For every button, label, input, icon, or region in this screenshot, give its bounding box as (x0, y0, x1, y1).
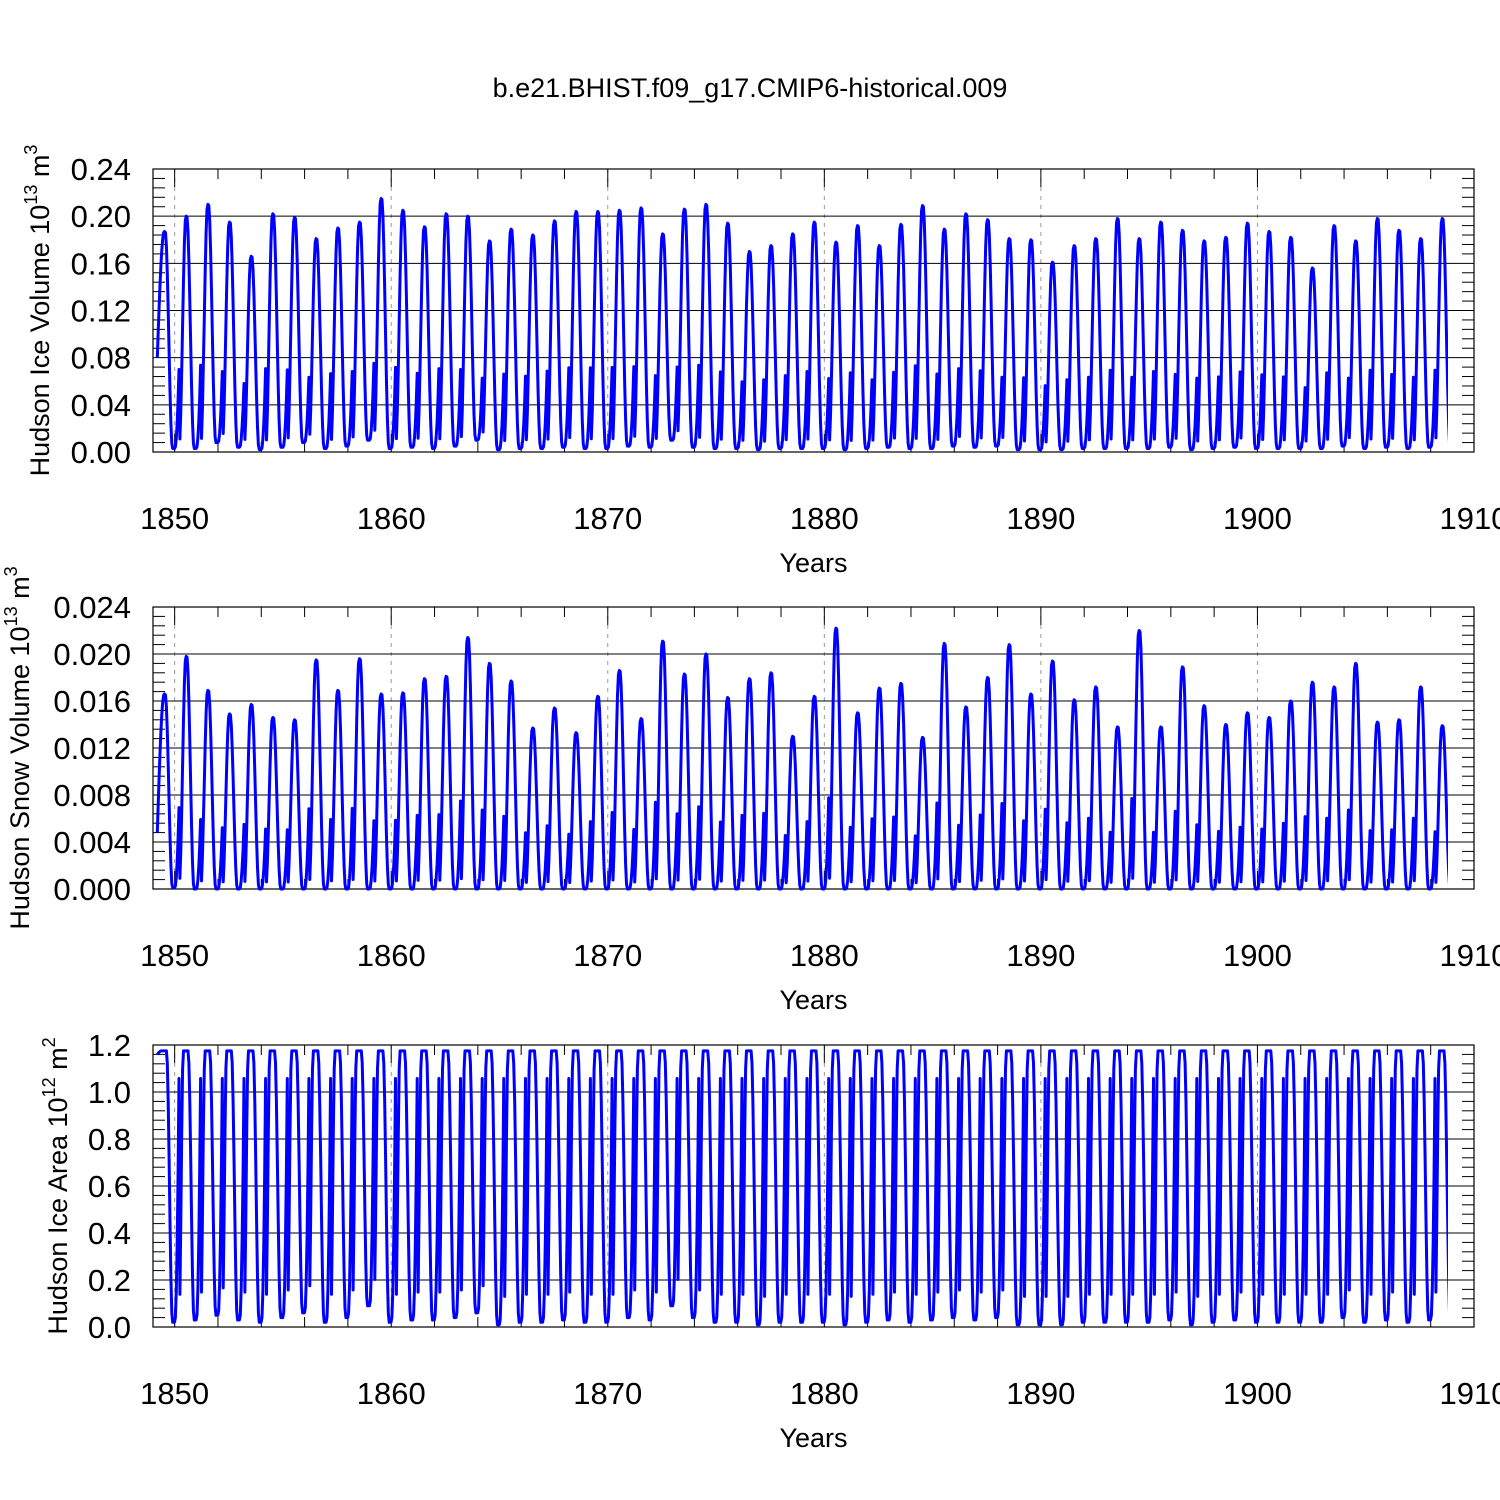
y-tick-label: 0.20 (71, 199, 131, 234)
y-tick-label: 0.016 (53, 684, 131, 719)
y-axis-title-text: m (43, 1047, 73, 1077)
y-tick-label: 0.4 (88, 1216, 131, 1251)
series-line (156, 1049, 1448, 1327)
x-tick-label: 1900 (1223, 501, 1292, 536)
x-tick-label: 1890 (1006, 938, 1075, 973)
y-tick-label: 0.8 (88, 1122, 131, 1157)
x-tick-label: 1870 (573, 1376, 642, 1411)
x-tick-label: 1910 (1440, 938, 1500, 973)
x-tick-label: 1850 (140, 1376, 209, 1411)
y-tick-label: 0.04 (71, 388, 131, 423)
y-tick-label: 0.0 (88, 1310, 131, 1345)
x-tick-label: 1850 (140, 501, 209, 536)
y-axis-title-superscript: 3 (21, 145, 41, 155)
x-tick-label: 1900 (1223, 938, 1292, 973)
y-tick-label: 0.012 (53, 731, 131, 766)
x-axis-title: Years (779, 1423, 847, 1453)
x-tick-label: 1880 (790, 938, 859, 973)
y-axis-title-superscript: 13 (21, 185, 41, 205)
figure-title: b.e21.BHIST.f09_g17.CMIP6-historical.009 (493, 73, 1008, 103)
y-tick-label: 0.004 (53, 825, 131, 860)
y-axis-title-superscript: 2 (39, 1037, 59, 1047)
y-tick-label: 1.2 (88, 1028, 131, 1063)
y-tick-label: 0.00 (71, 435, 131, 470)
y-axis-title-text: Hudson Ice Volume 10 (25, 205, 55, 477)
panels: 0.00 0.04 0.08 0.12 0.16 0.20 0.24 1850 1860 1870… (1, 145, 1500, 1453)
y-tick-label: 0.12 (71, 294, 131, 329)
y-axis-title-text: Hudson Ice Area 10 (43, 1097, 73, 1334)
x-tick-label: 1870 (573, 501, 642, 536)
series-line (155, 197, 1448, 452)
plot-frame (152, 168, 1475, 453)
x-tick-label: 1880 (790, 501, 859, 536)
x-tick-label: 1860 (357, 501, 426, 536)
y-axis-title-superscript: 3 (1, 566, 21, 576)
x-tick-label: 1890 (1006, 501, 1075, 536)
y-tick-label: 0.16 (71, 246, 131, 281)
y-tick-label: 0.2 (88, 1263, 131, 1298)
y-tick-label: 1.0 (88, 1075, 131, 1110)
y-tick-label: 0.000 (53, 872, 131, 907)
y-tick-label: 0.020 (53, 637, 131, 672)
x-tick-label: 1890 (1006, 1376, 1075, 1411)
plot-frame (152, 1044, 1475, 1328)
x-tick-label: 1850 (140, 938, 209, 973)
x-tick-label: 1880 (790, 1376, 859, 1411)
y-axis-title-text: Hudson Snow Volume 10 (5, 626, 35, 929)
panel-3: 0.0 0.2 0.4 0.6 0.8 1.0 1.2 1850 1860 1870 1880 189… (39, 1028, 1500, 1453)
x-tick-label: 1860 (357, 1376, 426, 1411)
x-tick-label: 1870 (573, 938, 642, 973)
series-line (155, 626, 1448, 891)
x-tick-label: 1900 (1223, 1376, 1292, 1411)
x-axis-title: Years (779, 548, 847, 578)
y-tick-label: 0.6 (88, 1169, 131, 1204)
x-tick-label: 1910 (1440, 1376, 1500, 1411)
y-tick-label: 0.024 (53, 590, 131, 625)
y-axis-title: Hudson Ice Volume 1013 m3 (21, 145, 55, 477)
x-tick-label: 1910 (1440, 501, 1500, 536)
y-axis-title-text: m (25, 155, 55, 185)
x-tick-label: 1860 (357, 938, 426, 973)
y-tick-label: 0.08 (71, 341, 131, 376)
plot-frame (152, 606, 1475, 890)
y-axis-title-superscript: 13 (1, 606, 21, 626)
y-axis-title-superscript: 12 (39, 1077, 59, 1097)
panel-1: 0.00 0.04 0.08 0.12 0.16 0.20 0.24 1850 1860 1870… (21, 145, 1500, 578)
y-tick-label: 0.24 (71, 152, 131, 187)
panel-2: 0.000 0.004 0.008 0.012 0.016 0.020 0.024 1850 1… (1, 566, 1500, 1015)
x-axis-title: Years (779, 985, 847, 1015)
y-axis-title: Hudson Snow Volume 1013 m3 (1, 566, 35, 929)
y-axis-title: Hudson Ice Area 1012 m2 (39, 1037, 73, 1334)
y-tick-label: 0.008 (53, 778, 131, 813)
y-axis-title-text: m (5, 576, 35, 606)
